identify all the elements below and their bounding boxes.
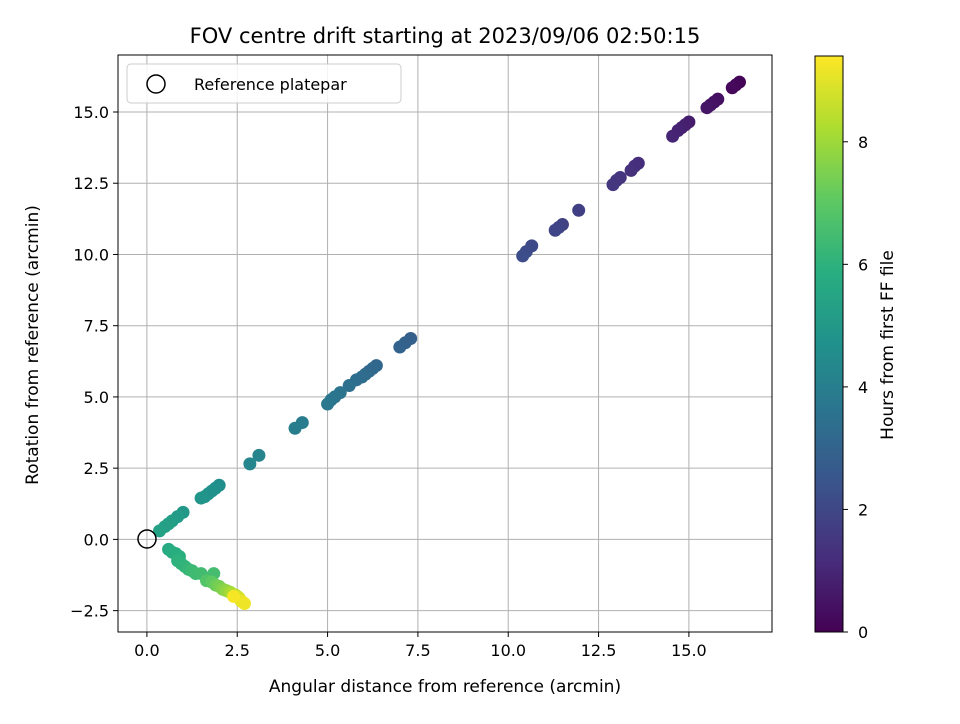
x-tick-label: 0.0 <box>134 641 159 660</box>
legend: Reference platepar <box>126 63 402 104</box>
colorbar-ticks: 0 2 4 6 8 <box>843 133 868 642</box>
x-tick-label: 2.5 <box>225 641 250 660</box>
y-tick-label: 10.0 <box>73 245 109 264</box>
y-tick-label: 15.0 <box>73 103 109 122</box>
data-point <box>624 163 638 177</box>
data-point <box>342 379 356 393</box>
colorbar-gradient <box>814 55 844 633</box>
data-point <box>572 203 586 217</box>
x-tick-label: 15.0 <box>671 641 707 660</box>
y-axis-ticks: −2.5 0.0 2.5 5.0 7.5 10.0 12.5 15.0 <box>70 103 118 621</box>
legend-reference-marker <box>146 74 166 94</box>
data-point <box>321 397 335 411</box>
data-point <box>153 524 167 538</box>
colorbar-tick-label: 4 <box>858 378 868 397</box>
data-point <box>237 597 251 611</box>
x-axis-ticks: 0.0 2.5 5.0 7.5 10.0 12.5 15.0 <box>134 632 707 660</box>
colorbar: 0 2 4 6 8 Hours from first FF file <box>814 55 898 642</box>
data-point <box>606 178 620 192</box>
data-point <box>516 249 530 263</box>
grid-lines <box>118 55 772 632</box>
data-point <box>194 491 208 505</box>
legend-box <box>126 63 402 104</box>
data-point <box>548 223 562 237</box>
colorbar-label: Hours from first FF file <box>878 250 898 440</box>
y-tick-label: −2.5 <box>70 602 109 621</box>
colorbar-tick-label: 6 <box>858 255 868 274</box>
plot-frame <box>117 54 773 633</box>
y-tick-label: 5.0 <box>84 388 109 407</box>
y-tick-label: 7.5 <box>84 317 109 336</box>
y-tick-label: 2.5 <box>84 459 109 478</box>
x-tick-label: 5.0 <box>315 641 340 660</box>
data-point <box>700 101 714 115</box>
x-tick-label: 12.5 <box>581 641 617 660</box>
y-tick-label: 0.0 <box>84 530 109 549</box>
data-point <box>725 81 739 95</box>
data-point <box>243 457 257 471</box>
data-points <box>153 75 746 611</box>
data-point <box>288 421 302 435</box>
colorbar-tick-label: 8 <box>858 133 868 152</box>
colorbar-tick-label: 0 <box>858 623 868 642</box>
x-tick-label: 10.0 <box>490 641 526 660</box>
y-axis-label: Rotation from reference (arcmin) <box>23 205 43 485</box>
data-point <box>666 129 680 143</box>
data-point <box>227 589 241 603</box>
chart-title: FOV centre drift starting at 2023/09/06 … <box>190 24 701 48</box>
colorbar-tick-label: 2 <box>858 500 868 519</box>
data-point <box>393 340 407 354</box>
data-point <box>252 448 266 462</box>
reference-point-marker <box>137 529 157 549</box>
y-tick-label: 12.5 <box>73 174 109 193</box>
x-axis-label: Angular distance from reference (arcmin) <box>269 677 621 697</box>
legend-entry-label: Reference platepar <box>194 75 347 94</box>
x-tick-label: 7.5 <box>405 641 430 660</box>
